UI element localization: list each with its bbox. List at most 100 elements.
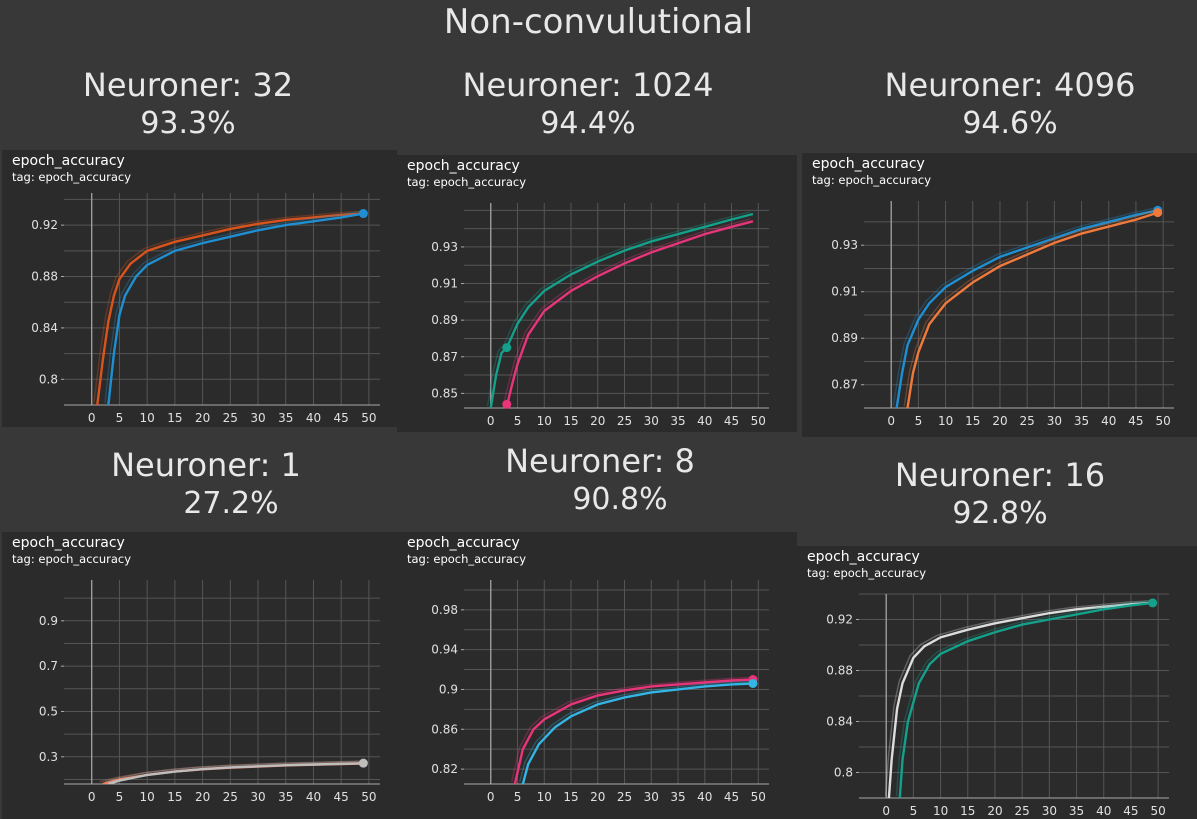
x-tick-label: 5 [910,804,918,818]
x-tick-label: 25 [1020,414,1035,428]
chart-panel-1024: epoch_accuracy tag: epoch_accuracy 0 5 10 15 2… [397,155,797,432]
x-tick-label: 50 [751,414,766,428]
x-tick-label: 5 [514,414,522,428]
experiment-header-1024: Neuroner: 1024 94.4% [418,66,758,141]
series-line [505,220,754,407]
series-line [898,601,1153,798]
y-tick-label: 0.89 [431,313,458,327]
series-endpoint [1148,598,1158,608]
y-tick-label: 0.5 [39,704,58,718]
chart-title: epoch_accuracy [812,156,925,172]
x-tick-label: 50 [361,790,376,804]
series-marker [502,399,512,409]
x-tick-label: 45 [1123,804,1138,818]
series-raw-line [99,760,361,783]
x-tick-label: 45 [724,790,739,804]
x-tick-label: 35 [278,790,293,804]
chart-title: epoch_accuracy [807,549,920,565]
x-tick-label: 15 [965,414,980,428]
x-tick-label: 25 [223,411,238,425]
x-tick-label: 40 [1101,414,1116,428]
series-raw-line [518,680,750,783]
chart-panel-8: epoch_accuracy tag: epoch_accuracy 0 5 10 15 2… [397,532,797,819]
chart-panel-4096: epoch_accuracy tag: epoch_accuracy 0 5 10 15 2… [802,153,1197,437]
y-tick-label: 0.91 [431,277,458,291]
y-tick-label: 0.93 [431,240,458,254]
x-tick-label: 40 [1096,804,1111,818]
y-tick-label: 0.88 [826,664,853,678]
experiment-header-32: Neuroner: 32 93.3% [38,66,338,141]
x-tick-label: 40 [697,790,712,804]
chart-tag-label: tag: epoch_accuracy [812,173,931,187]
series-marker [502,343,512,353]
accuracy-label: 90.8% [572,482,668,517]
chart-title: epoch_accuracy [12,535,125,551]
y-tick-label: 0.92 [826,613,853,627]
neuron-count-label: Neuroner: 1 [111,446,301,484]
chart-tag-label: tag: epoch_accuracy [407,552,526,566]
accuracy-label: 94.4% [540,106,636,141]
series-raw-line [895,600,1150,797]
y-tick-label: 0.93 [831,238,858,252]
x-tick-label: 10 [140,411,155,425]
series-line [489,212,754,408]
x-tick-label: 35 [670,790,685,804]
series-line [513,678,754,784]
y-tick-label: 0.8 [39,372,58,386]
x-tick-label: 0 [88,411,96,425]
series-raw-line [93,210,361,403]
x-tick-label: 15 [167,411,182,425]
series-line [521,682,754,784]
y-tick-label: 0.86 [431,722,458,736]
x-tick-label: 0 [882,804,890,818]
experiment-header-1: Neuroner: 1 27.2% [46,446,366,521]
x-tick-label: 30 [644,790,659,804]
y-tick-label: 0.91 [831,285,858,299]
y-tick-label: 0.92 [31,218,58,232]
y-tick-label: 0.9 [39,614,58,628]
x-tick-label: 35 [1074,414,1089,428]
x-tick-label: 35 [278,411,293,425]
x-tick-label: 20 [992,414,1007,428]
chart-panel-16: epoch_accuracy tag: epoch_accuracy 0 5 10 15 2… [797,546,1197,819]
x-tick-label: 45 [724,414,739,428]
y-tick-label: 0.9 [439,682,458,696]
series-endpoint [358,758,368,768]
x-tick-label: 15 [960,804,975,818]
x-tick-label: 30 [1047,414,1062,428]
x-tick-label: 20 [195,790,210,804]
series-line [107,761,364,784]
y-tick-label: 0.84 [31,321,58,335]
x-tick-label: 30 [1042,804,1057,818]
x-tick-label: 30 [644,414,659,428]
x-tick-label: 10 [537,790,552,804]
y-tick-label: 0.87 [831,378,858,392]
series-line [887,601,1153,798]
x-tick-label: 50 [1155,414,1170,428]
chart-tag-label: tag: epoch_accuracy [12,170,131,184]
chart-panel-1: epoch_accuracy tag: epoch_accuracy 0 5 10 15 2… [2,532,397,819]
series-line [895,209,1158,408]
series-raw-line [903,209,1155,407]
x-tick-label: 10 [140,790,155,804]
x-tick-label: 0 [88,790,96,804]
x-tick-label: 40 [306,411,321,425]
series-raw-line [486,211,750,407]
neuron-count-label: Neuroner: 16 [894,456,1106,494]
neuron-count-label: Neuroner: 8 [505,442,695,480]
x-tick-label: 15 [563,790,578,804]
y-tick-label: 0.89 [831,331,858,345]
x-tick-label: 10 [938,414,953,428]
series-raw-line [892,207,1155,407]
series-line [107,212,364,405]
x-tick-label: 5 [514,790,522,804]
accuracy-label: 27.2% [183,486,279,521]
y-tick-label: 0.87 [431,350,458,364]
page-title: Non-convulutional [443,2,754,42]
y-tick-label: 0.98 [431,603,458,617]
accuracy-label: 94.6% [962,106,1058,141]
